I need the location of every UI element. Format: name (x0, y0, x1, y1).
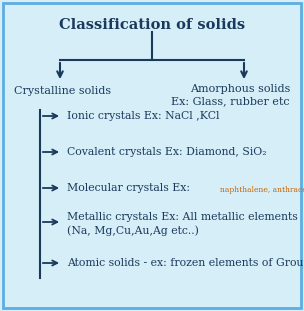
Text: Ionic crystals Ex: NaCl ,KCl: Ionic crystals Ex: NaCl ,KCl (67, 111, 219, 121)
Text: Covalent crystals Ex: Diamond, SiO₂: Covalent crystals Ex: Diamond, SiO₂ (67, 147, 267, 157)
Text: Ex: Glass, rubber etc: Ex: Glass, rubber etc (171, 96, 290, 106)
Text: Amorphous solids: Amorphous solids (190, 84, 290, 94)
Text: Metallic crystals Ex: All metallic elements: Metallic crystals Ex: All metallic eleme… (67, 212, 298, 222)
Text: Classification of solids: Classification of solids (59, 18, 245, 32)
Text: Molecular crystals Ex:: Molecular crystals Ex: (67, 183, 194, 193)
Text: Crystalline solids: Crystalline solids (14, 86, 111, 96)
Text: (Na, Mg,Cu,Au,Ag etc..): (Na, Mg,Cu,Au,Ag etc..) (67, 226, 199, 236)
Text: naphthalene, anthracene, glucose: naphthalene, anthracene, glucose (220, 186, 304, 194)
Text: Atomic solids - ex: frozen elements of Group 18: Atomic solids - ex: frozen elements of G… (67, 258, 304, 268)
